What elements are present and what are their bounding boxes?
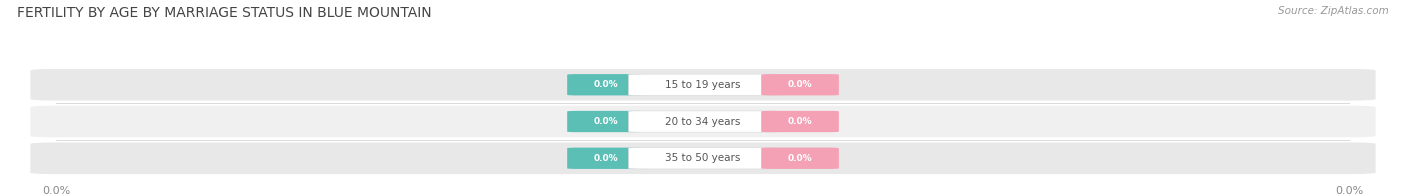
FancyBboxPatch shape bbox=[761, 74, 839, 95]
FancyBboxPatch shape bbox=[567, 111, 645, 132]
Text: 0.0%: 0.0% bbox=[787, 117, 813, 126]
FancyBboxPatch shape bbox=[628, 111, 778, 132]
Text: 20 to 34 years: 20 to 34 years bbox=[665, 116, 741, 127]
FancyBboxPatch shape bbox=[567, 148, 645, 169]
FancyBboxPatch shape bbox=[31, 106, 1375, 137]
Text: 0.0%: 0.0% bbox=[593, 80, 619, 89]
FancyBboxPatch shape bbox=[761, 148, 839, 169]
FancyBboxPatch shape bbox=[761, 111, 839, 132]
FancyBboxPatch shape bbox=[31, 69, 1375, 101]
FancyBboxPatch shape bbox=[31, 142, 1375, 174]
Text: 0.0%: 0.0% bbox=[787, 154, 813, 163]
Text: FERTILITY BY AGE BY MARRIAGE STATUS IN BLUE MOUNTAIN: FERTILITY BY AGE BY MARRIAGE STATUS IN B… bbox=[17, 6, 432, 20]
Text: 0.0%: 0.0% bbox=[593, 117, 619, 126]
Text: 0.0%: 0.0% bbox=[787, 80, 813, 89]
Text: 0.0%: 0.0% bbox=[593, 154, 619, 163]
Text: Source: ZipAtlas.com: Source: ZipAtlas.com bbox=[1278, 6, 1389, 16]
FancyBboxPatch shape bbox=[628, 148, 778, 169]
FancyBboxPatch shape bbox=[567, 74, 645, 95]
Text: 35 to 50 years: 35 to 50 years bbox=[665, 153, 741, 163]
FancyBboxPatch shape bbox=[628, 74, 778, 95]
Text: 15 to 19 years: 15 to 19 years bbox=[665, 80, 741, 90]
